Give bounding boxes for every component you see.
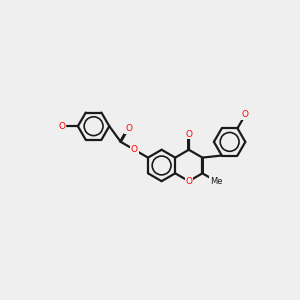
Text: O: O: [185, 130, 192, 139]
Text: O: O: [242, 110, 249, 119]
Text: Me: Me: [210, 177, 222, 186]
Text: O: O: [59, 122, 66, 131]
Text: O: O: [125, 124, 132, 133]
Text: O: O: [185, 177, 192, 186]
Text: O: O: [131, 145, 138, 154]
